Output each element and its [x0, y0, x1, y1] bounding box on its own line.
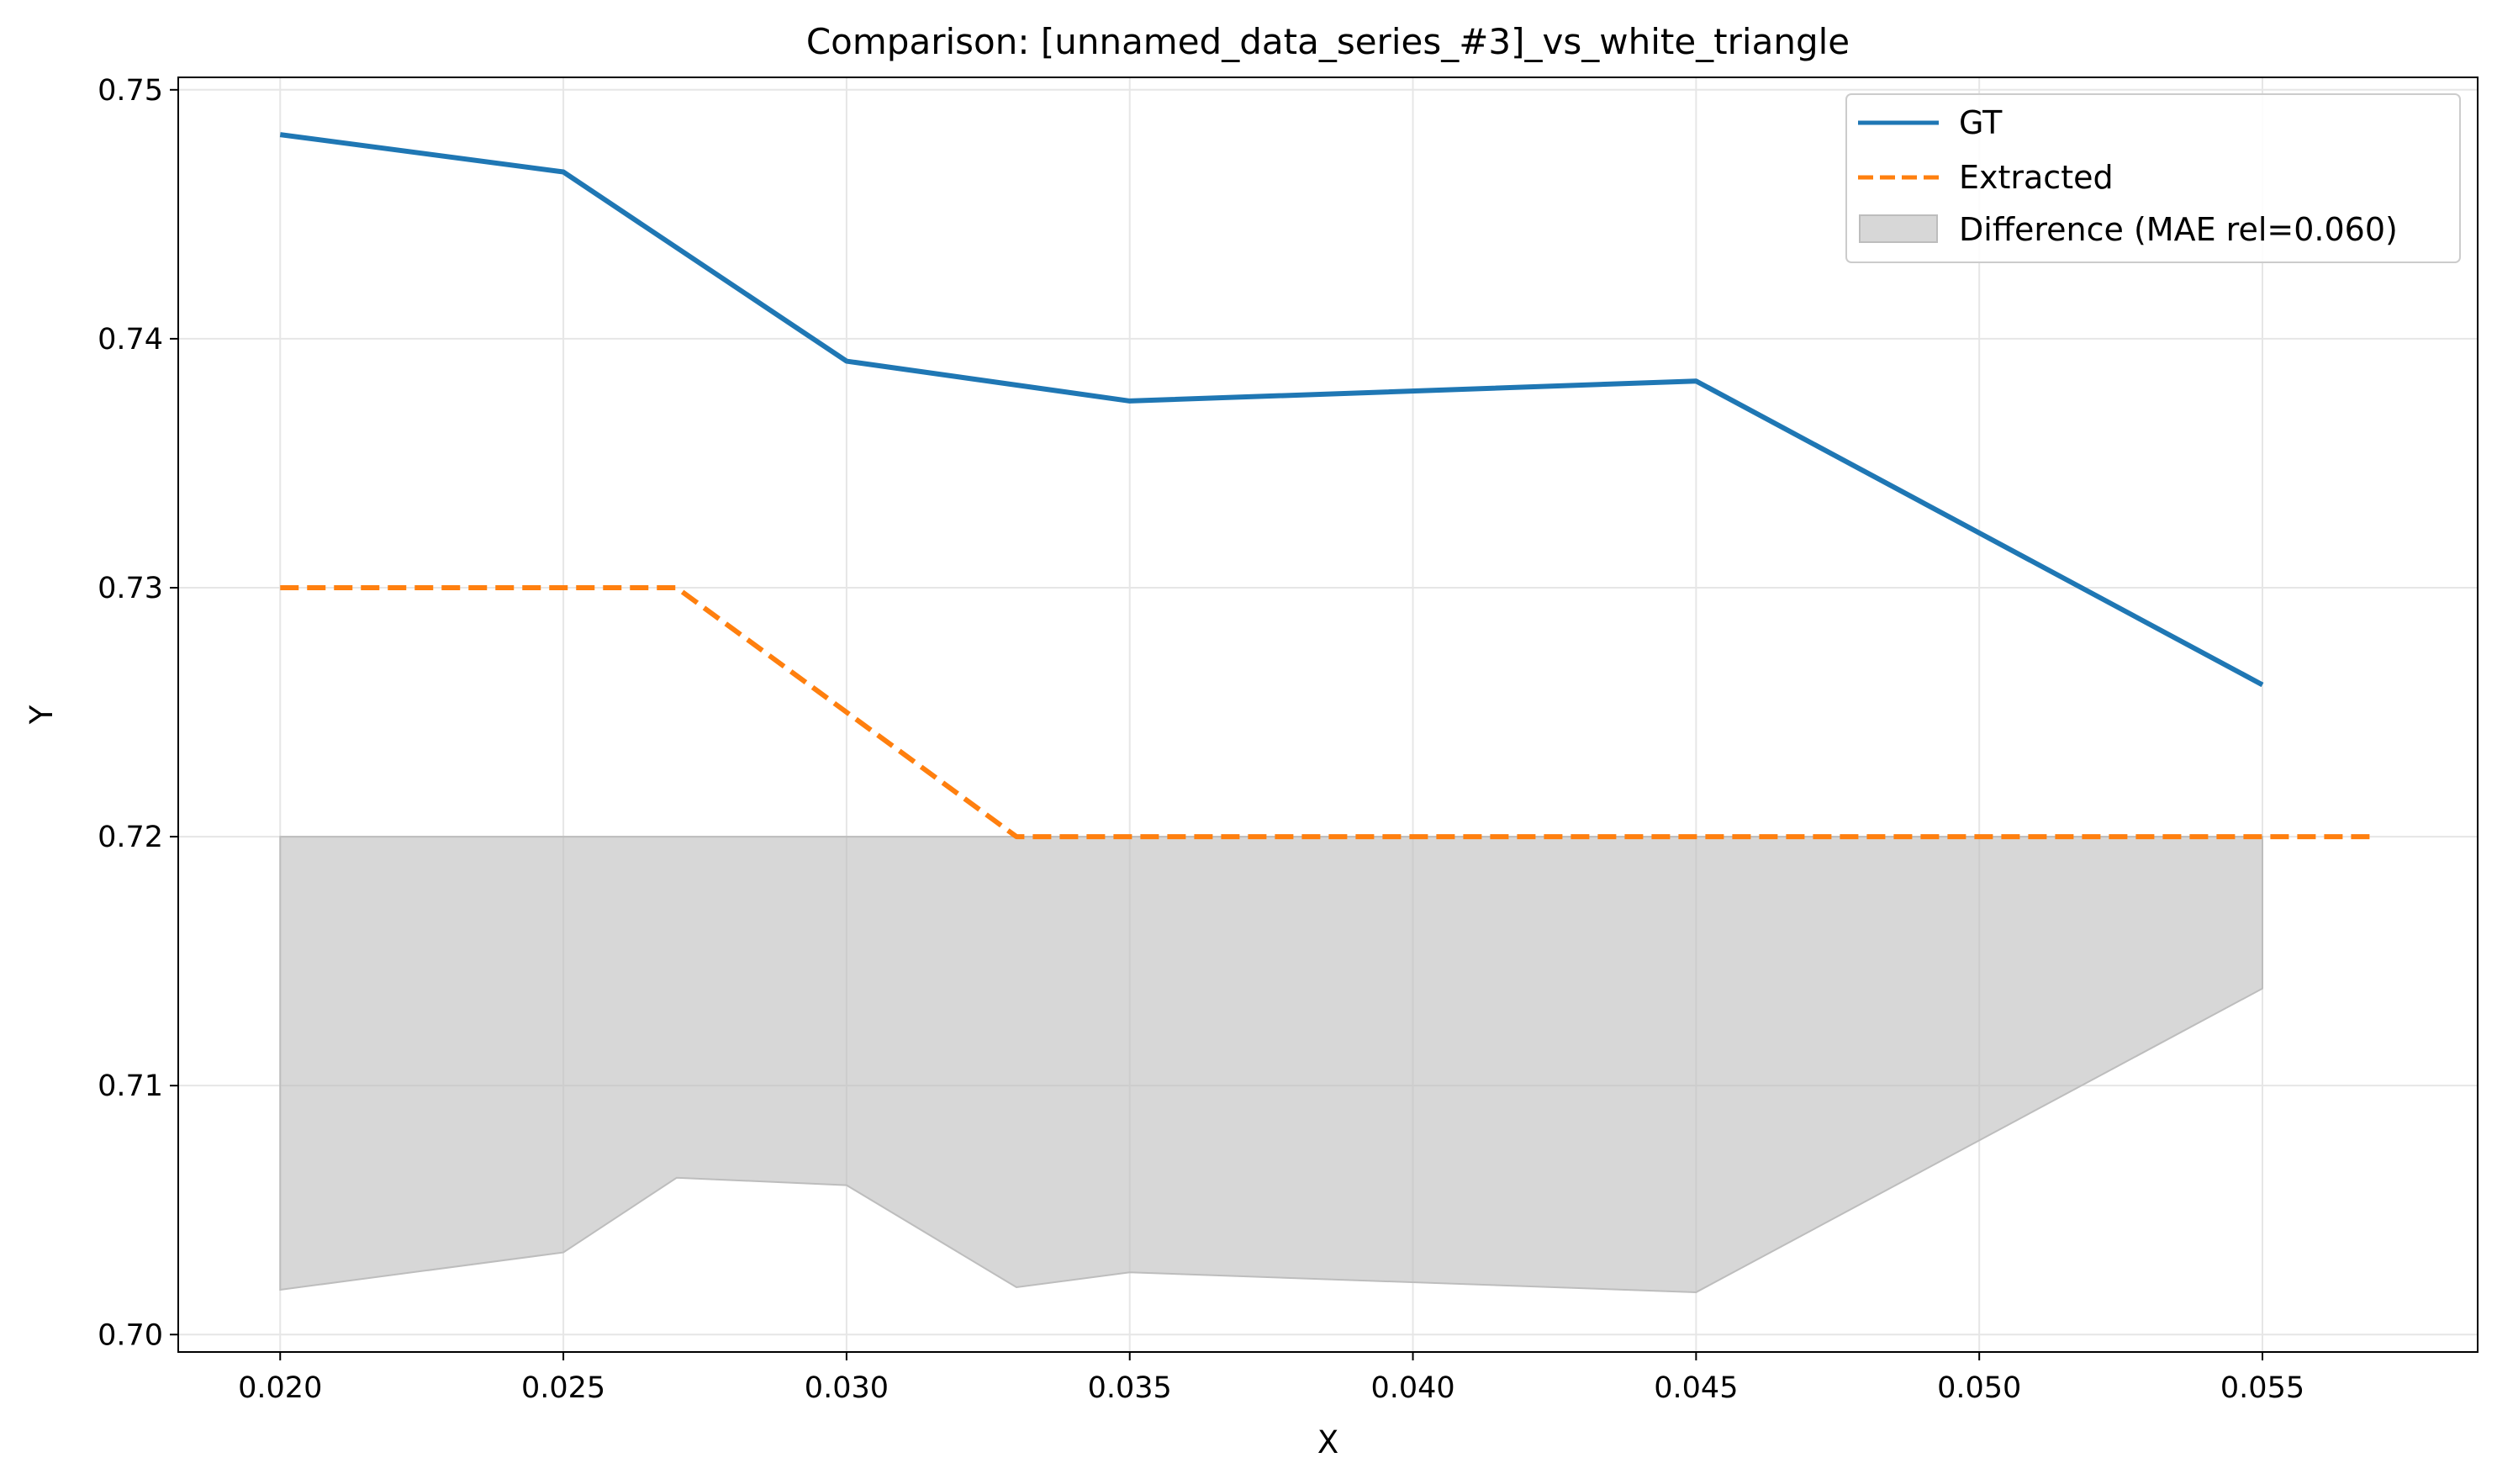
series-line-gt [279, 132, 2264, 688]
chart-title: Comparison: [unnamed_data_series_#3]_vs_… [806, 21, 1850, 62]
series-line-extracted [280, 584, 2376, 840]
x-tick-label: 0.035 [1088, 1371, 1172, 1405]
legend-gt-label: GT [1959, 104, 2003, 141]
y-tick-label: 0.71 [98, 1069, 163, 1103]
difference-area-layer [279, 836, 2264, 1293]
legend-extracted-label: Extracted [1959, 159, 2114, 196]
x-axis-label: X [1317, 1424, 1338, 1460]
difference-area [279, 836, 2264, 1293]
x-tick-label: 0.025 [521, 1371, 605, 1405]
x-tick-label: 0.045 [1654, 1371, 1738, 1405]
x-tick-label: 0.050 [1937, 1371, 2021, 1405]
plot-frame [177, 77, 2479, 1353]
y-tick-label: 0.72 [98, 821, 163, 854]
legend-box [1845, 93, 2461, 263]
y-tick-label: 0.70 [98, 1318, 163, 1352]
axis-ticks: 0.020 0.025 0.030 0.035 0.040 0.045 0.050 0.055… [98, 74, 2304, 1405]
legend-difference-label: Difference (MAE rel=0.060) [1959, 211, 2398, 248]
series-layer [279, 132, 2376, 840]
y-tick-label: 0.75 [98, 74, 163, 108]
legend-difference-swatch [1859, 214, 1938, 243]
x-tick-label: 0.030 [805, 1371, 889, 1405]
y-tick-label: 0.74 [98, 323, 163, 356]
x-tick-label: 0.055 [2220, 1371, 2304, 1405]
legend: GT Extracted Difference (MAE rel=0.060) [1845, 93, 2461, 263]
y-tick-label: 0.73 [98, 572, 163, 605]
x-tick-label: 0.040 [1370, 1371, 1454, 1405]
y-axis-label: Y [24, 705, 60, 725]
x-tick-label: 0.020 [238, 1371, 322, 1405]
